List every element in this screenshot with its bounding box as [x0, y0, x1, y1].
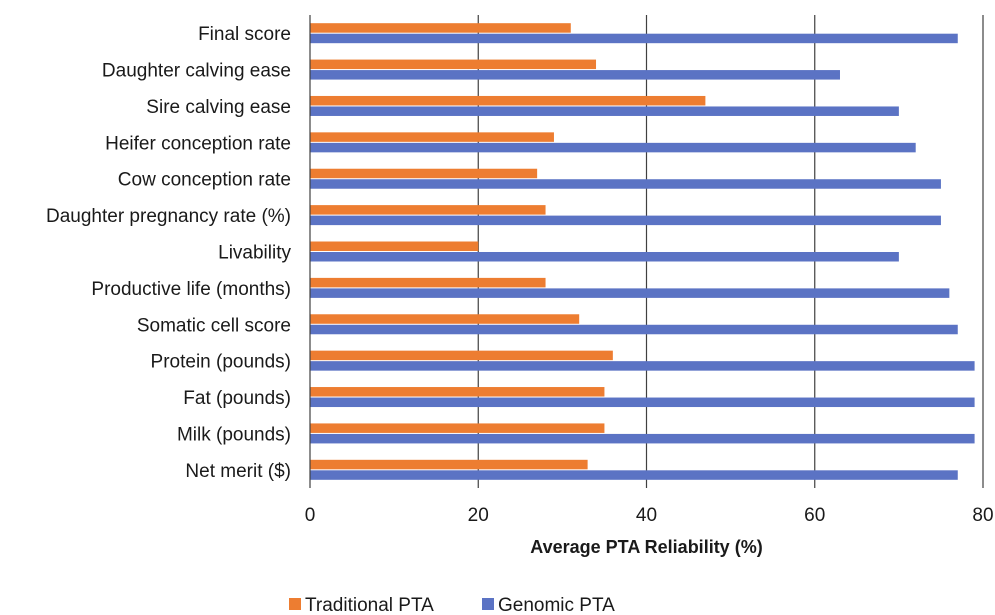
bar-traditional-7	[310, 277, 546, 288]
bar-genomic-9	[310, 361, 975, 371]
bar-traditional-9	[310, 350, 613, 361]
category-label: Fat (pounds)	[183, 388, 291, 409]
bar-traditional-4	[310, 168, 538, 179]
bar-traditional-6	[310, 241, 479, 251]
bar-traditional-2	[310, 95, 706, 106]
bar-traditional-10	[310, 387, 605, 397]
bar-genomic-5	[310, 215, 941, 226]
bar-genomic-12	[310, 470, 958, 480]
x-tick-label: 60	[804, 505, 825, 526]
legend-swatch-genomic	[482, 598, 494, 610]
bar-genomic-3	[310, 142, 916, 153]
category-label: Daughter pregnancy rate (%)	[46, 206, 291, 227]
category-label: Somatic cell score	[137, 315, 291, 336]
category-label: Net merit ($)	[185, 461, 291, 482]
x-tick-label: 40	[636, 505, 657, 526]
gridlines	[477, 15, 984, 488]
category-label: Final score	[198, 24, 291, 45]
bar-genomic-2	[310, 106, 899, 116]
legend: Traditional PTA Genomic PTA	[289, 595, 615, 615]
bar-traditional-3	[310, 132, 554, 142]
x-axis-title: Average PTA Reliability (%)	[530, 537, 762, 557]
bar-genomic-8	[310, 324, 958, 335]
bar-genomic-1	[310, 70, 840, 80]
bar-traditional-5	[310, 205, 546, 215]
bar-traditional-0	[310, 23, 571, 33]
bar-genomic-0	[310, 33, 958, 44]
category-label: Daughter calving ease	[102, 61, 291, 82]
bar-genomic-10	[310, 397, 975, 408]
bar-genomic-11	[310, 433, 975, 444]
x-tick-labels: 0 20 40 60 80	[305, 505, 994, 526]
x-tick-label: 80	[972, 505, 993, 526]
bar-traditional-8	[310, 314, 580, 324]
legend-label-traditional: Traditional PTA	[305, 595, 434, 615]
category-label: Heifer conception rate	[105, 133, 291, 154]
bar-genomic-6	[310, 252, 899, 262]
bar-traditional-11	[310, 423, 605, 433]
category-labels: Final score Daughter calving ease Sire cal…	[46, 24, 292, 482]
category-label: Productive life (months)	[91, 279, 291, 300]
category-label: Livability	[218, 243, 291, 264]
bar-genomic-4	[310, 179, 941, 189]
legend-swatch-traditional	[289, 598, 301, 610]
category-label: Milk (pounds)	[177, 424, 291, 445]
bar-genomic-7	[310, 288, 950, 298]
category-label: Cow conception rate	[118, 170, 291, 191]
bar-traditional-1	[310, 59, 597, 70]
bar-traditional-12	[310, 459, 588, 470]
category-label: Protein (pounds)	[151, 352, 291, 373]
legend-label-genomic: Genomic PTA	[498, 595, 615, 615]
bars	[310, 23, 975, 480]
x-tick-label: 0	[305, 505, 316, 526]
x-tick-label: 20	[468, 505, 489, 526]
category-label: Sire calving ease	[146, 97, 291, 118]
